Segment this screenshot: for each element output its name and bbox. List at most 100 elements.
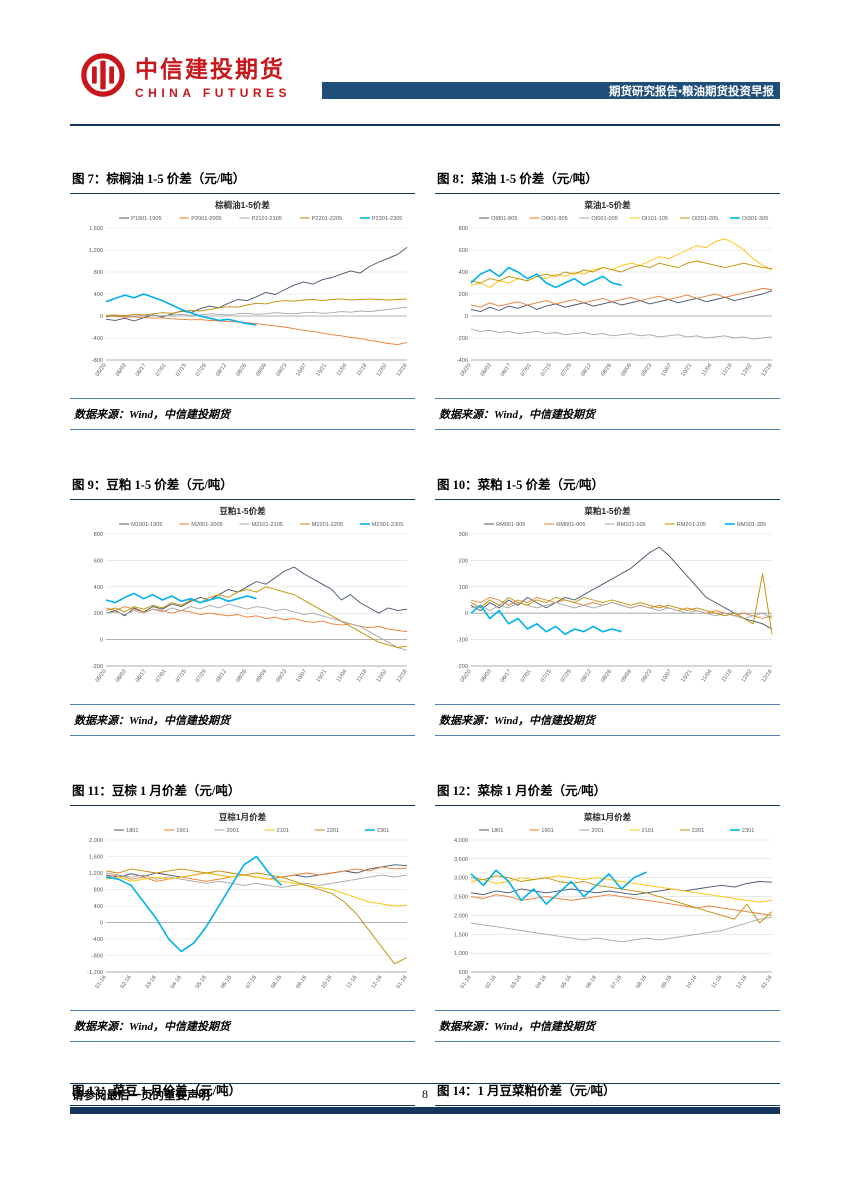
svg-text:-200: -200 (457, 664, 468, 670)
svg-text:1,600: 1,600 (89, 226, 103, 232)
figure-source: 数据来源：Wind，中信建投期货 (70, 1010, 415, 1042)
figure-chart: 菜粕1-5价差 RM901-905 RM001-005 RM101-105 RM201-… (457, 506, 774, 684)
svg-text:05-16: 05-16 (195, 975, 208, 990)
svg-text:08/26: 08/26 (600, 669, 613, 684)
svg-text:01-16: 01-16 (95, 975, 108, 990)
svg-text:06/03: 06/03 (480, 669, 493, 684)
svg-text:12/02: 12/02 (376, 669, 389, 684)
svg-text:11/18: 11/18 (356, 669, 369, 684)
svg-text:200: 200 (459, 292, 468, 298)
company-logo-icon (80, 52, 126, 98)
svg-text:10/21: 10/21 (680, 669, 693, 684)
svg-text:10-16: 10-16 (685, 975, 698, 990)
svg-text:11-16: 11-16 (346, 975, 359, 990)
svg-text:菜棕1月价差: 菜棕1月价差 (583, 812, 632, 822)
svg-text:12/02: 12/02 (741, 363, 754, 378)
svg-text:2101: 2101 (642, 828, 654, 834)
figure-11: 图 11：豆棕 1 月价差（元/吨） 豆棕1月价差 1801 1901 2001 2101… (70, 778, 415, 1042)
figure-chart: 菜油1-5价差 OI801-805 OI901-905 OI001-005 OI101-… (457, 200, 774, 378)
svg-text:01-16: 01-16 (396, 975, 409, 990)
svg-text:06-16: 06-16 (585, 975, 598, 990)
svg-text:07/01: 07/01 (155, 669, 168, 684)
svg-text:07/15: 07/15 (175, 363, 188, 378)
page-footer: 请参阅最后一页的重要声明 8 (70, 1083, 780, 1114)
svg-text:P2001-2005: P2001-2005 (191, 216, 221, 222)
svg-text:P1901-1905: P1901-1905 (131, 216, 161, 222)
svg-text:08/12: 08/12 (580, 363, 593, 378)
svg-text:07/15: 07/15 (540, 669, 553, 684)
svg-text:05/20: 05/20 (95, 363, 108, 378)
svg-text:RM001-005: RM001-005 (556, 522, 585, 528)
svg-text:07/29: 07/29 (560, 363, 573, 378)
figure-12: 图 12：菜棕 1 月价差（元/吨） 菜棕1月价差 1801 1901 2001 2101… (435, 778, 780, 1042)
report-banner: 期货研究报告•粮油期货投资早报 (322, 82, 780, 99)
svg-text:12-16: 12-16 (735, 975, 748, 990)
svg-text:2301: 2301 (377, 828, 389, 834)
page-header: 中信建投期货 CHINA FUTURES 期货研究报告•粮油期货投资早报 (70, 50, 780, 112)
svg-text:08-16: 08-16 (270, 975, 283, 990)
svg-text:09/23: 09/23 (275, 669, 288, 684)
svg-text:08/12: 08/12 (215, 669, 228, 684)
svg-text:11/04: 11/04 (701, 363, 714, 378)
svg-text:500: 500 (459, 970, 468, 976)
svg-text:-200: -200 (92, 664, 103, 670)
svg-text:1,200: 1,200 (89, 871, 103, 877)
figure-13: 图 13：菜豆 1 月价差（元/吨） (70, 1078, 415, 1106)
svg-text:12/02: 12/02 (376, 363, 389, 378)
svg-text:06/03: 06/03 (115, 363, 128, 378)
svg-text:10/07: 10/07 (660, 363, 673, 378)
footer-disclaimer: 请参阅最后一页的重要声明 (72, 1090, 210, 1102)
svg-text:0: 0 (100, 314, 103, 320)
svg-text:09/23: 09/23 (640, 363, 653, 378)
svg-text:OI001-005: OI001-005 (591, 216, 617, 222)
svg-text:P2301-2305: P2301-2305 (372, 216, 402, 222)
svg-text:12/16: 12/16 (761, 669, 774, 684)
svg-text:09/23: 09/23 (640, 669, 653, 684)
svg-text:-200: -200 (457, 336, 468, 342)
svg-text:07/01: 07/01 (520, 363, 533, 378)
svg-text:12/16: 12/16 (396, 669, 409, 684)
svg-text:M2001-2005: M2001-2005 (191, 522, 222, 528)
svg-text:200: 200 (459, 558, 468, 564)
svg-text:P2101-2105: P2101-2105 (252, 216, 282, 222)
svg-text:2,000: 2,000 (89, 838, 103, 844)
svg-text:08/26: 08/26 (235, 363, 248, 378)
svg-text:11/04: 11/04 (701, 669, 714, 684)
svg-text:10-16: 10-16 (320, 975, 333, 990)
svg-text:800: 800 (94, 532, 103, 538)
figure-source: 数据来源：Wind，中信建投期货 (70, 704, 415, 736)
figure-7: 图 7：棕榈油 1-5 价差（元/吨） 棕榈油1-5价差 P1901-1905 P20… (70, 166, 415, 430)
svg-text:05-16: 05-16 (560, 975, 573, 990)
svg-text:07-16: 07-16 (610, 975, 623, 990)
figure-caption: 图 9：豆粕 1-5 价差（元/吨） (70, 472, 415, 500)
svg-text:06/17: 06/17 (135, 669, 148, 684)
svg-text:08/26: 08/26 (235, 669, 248, 684)
svg-text:05/20: 05/20 (95, 669, 108, 684)
svg-text:09-16: 09-16 (295, 975, 308, 990)
footer-divider (70, 1083, 780, 1084)
svg-text:600: 600 (94, 558, 103, 564)
svg-text:M2201-2205: M2201-2205 (312, 522, 343, 528)
svg-text:07-16: 07-16 (245, 975, 258, 990)
svg-text:-400: -400 (92, 336, 103, 342)
svg-text:11/04: 11/04 (336, 363, 349, 378)
svg-text:0: 0 (100, 921, 103, 927)
svg-text:800: 800 (94, 270, 103, 276)
svg-text:2001: 2001 (226, 828, 238, 834)
company-name-en: CHINA FUTURES (135, 86, 292, 100)
figure-caption: 图 10：菜粕 1-5 价差（元/吨） (435, 472, 780, 500)
svg-text:200: 200 (94, 611, 103, 617)
page-number: 8 (422, 1087, 428, 1101)
pending-figure-captions: 图 13：菜豆 1 月价差（元/吨） 图 14：1 月豆菜粕价差（元/吨） (70, 1078, 780, 1106)
footer-text-row: 请参阅最后一页的重要声明 8 (70, 1084, 780, 1107)
svg-text:07/01: 07/01 (155, 363, 168, 378)
svg-text:04-16: 04-16 (170, 975, 183, 990)
svg-text:OI101-105: OI101-105 (642, 216, 668, 222)
svg-text:P2201-2205: P2201-2205 (312, 216, 342, 222)
svg-text:1901: 1901 (541, 828, 553, 834)
svg-text:09-16: 09-16 (660, 975, 673, 990)
svg-text:01-16: 01-16 (761, 975, 774, 990)
svg-text:2201: 2201 (692, 828, 704, 834)
svg-text:2,000: 2,000 (454, 913, 468, 919)
